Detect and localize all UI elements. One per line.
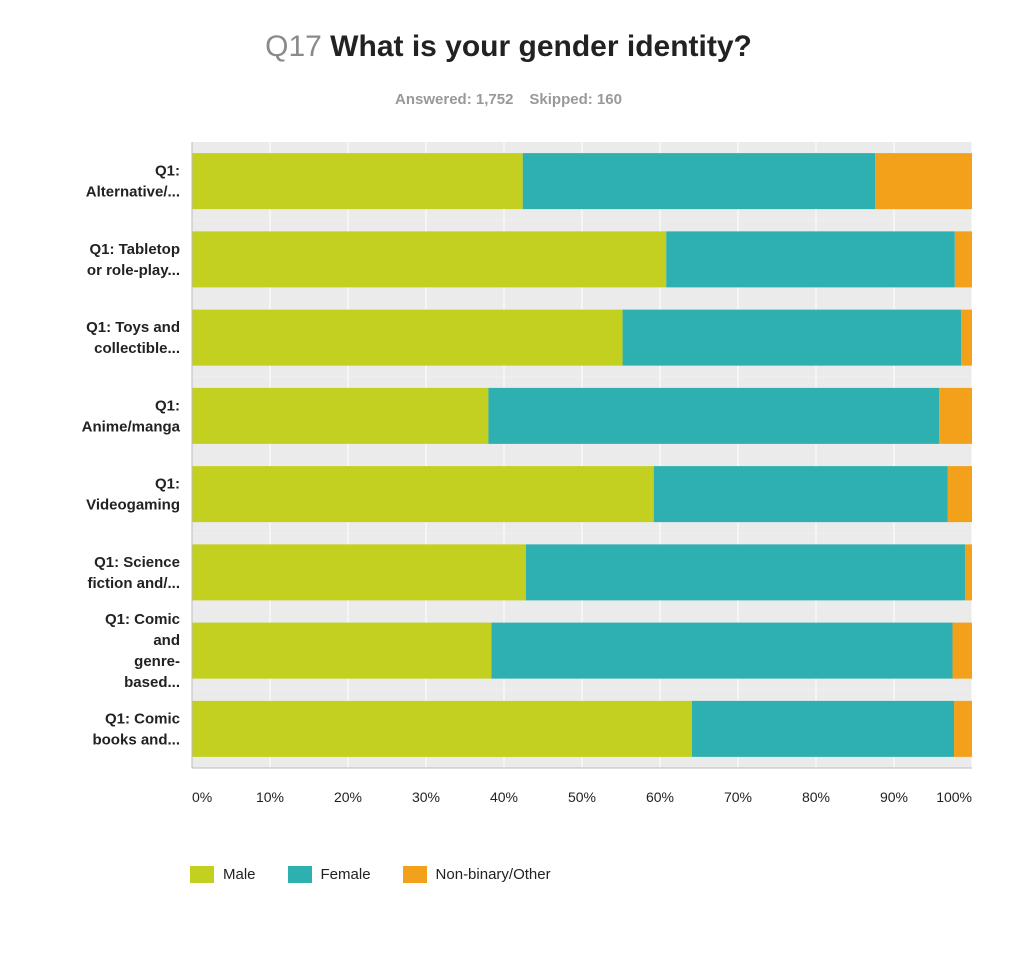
bar-female bbox=[666, 231, 955, 288]
bar-male bbox=[192, 153, 523, 210]
bar-male bbox=[192, 387, 489, 444]
legend-item[interactable]: Male bbox=[190, 866, 256, 883]
legend-label: Female bbox=[320, 866, 371, 883]
category-labels: Q1: Alternative/... Q1: Tabletop or role-pl… bbox=[82, 163, 181, 749]
category-label-line: or role-play... bbox=[87, 262, 180, 279]
category-label-line: Anime/manga bbox=[82, 418, 181, 435]
x-tick-label: 80% bbox=[802, 789, 830, 805]
category-label-line: Q1: Science bbox=[94, 554, 180, 571]
bars bbox=[192, 153, 972, 757]
bar-female bbox=[653, 466, 948, 523]
bar-female bbox=[491, 622, 953, 679]
bar-female bbox=[525, 544, 965, 601]
bar-male bbox=[192, 231, 667, 288]
legend-label: Male bbox=[223, 866, 256, 883]
category-label: Q1: Anime/manga bbox=[82, 397, 181, 435]
legend-item[interactable]: Non-binary/Other bbox=[402, 866, 551, 883]
answered-count: Answered: 1,752 bbox=[395, 91, 514, 108]
category-label-line: Q1: Toys and bbox=[86, 319, 180, 336]
legend-swatch bbox=[287, 866, 312, 883]
category-label: Q1: Comic and genre-based... bbox=[105, 611, 180, 691]
bar-non-binary-other bbox=[961, 309, 972, 366]
x-tick-label: 0% bbox=[192, 789, 212, 805]
category-label-line: Q1: bbox=[155, 397, 180, 414]
skipped-count: Skipped: 160 bbox=[529, 91, 622, 108]
category-label-line: Q1: bbox=[155, 163, 180, 180]
legend-swatch bbox=[402, 866, 427, 883]
x-tick-label: 20% bbox=[334, 789, 362, 805]
x-tick-label: 70% bbox=[724, 789, 752, 805]
bar-non-binary-other bbox=[947, 466, 972, 523]
category-label-line: fiction and/... bbox=[88, 575, 181, 592]
response-stats: Answered: 1,752 Skipped: 160 bbox=[0, 91, 1017, 108]
x-tick-label: 100% bbox=[936, 789, 972, 805]
category-label-line: Q1: Comic bbox=[105, 611, 180, 628]
category-label: Q1: Toys and collectible... bbox=[86, 319, 180, 357]
bar-male bbox=[192, 544, 526, 601]
bar-non-binary-other bbox=[952, 622, 972, 679]
x-tick-label: 10% bbox=[256, 789, 284, 805]
category-label-line: Q1: bbox=[155, 476, 180, 493]
legend-label: Non-binary/Other bbox=[435, 866, 551, 883]
bar-male bbox=[192, 466, 654, 523]
legend-swatch bbox=[190, 866, 214, 883]
category-label: Q1: Alternative/... bbox=[86, 163, 180, 201]
category-label: Q1: Comic books and... bbox=[92, 710, 180, 748]
bar-female bbox=[522, 153, 876, 210]
x-tick-label: 60% bbox=[646, 789, 674, 805]
x-tick-label: 40% bbox=[490, 789, 518, 805]
bar-non-binary-other bbox=[875, 153, 972, 210]
category-label: Q1: Science fiction and/... bbox=[88, 554, 181, 592]
bar-male bbox=[192, 622, 492, 679]
bar-female bbox=[691, 700, 955, 757]
category-label: Q1: Videogaming bbox=[86, 476, 180, 514]
legend-item[interactable]: Female bbox=[287, 866, 371, 883]
bar-non-binary-other bbox=[964, 544, 972, 601]
category-label-line: Videogaming bbox=[86, 497, 180, 514]
x-tick-label: 50% bbox=[568, 789, 596, 805]
category-label-line: Q1: Comic bbox=[105, 710, 180, 727]
category-label-line: based... bbox=[124, 674, 180, 691]
bar-non-binary-other bbox=[939, 387, 972, 444]
x-tick-label: 30% bbox=[412, 789, 440, 805]
legend: Male Female Non-binary/Other bbox=[190, 866, 583, 883]
category-label-line: Alternative/... bbox=[86, 184, 180, 201]
bar-female bbox=[488, 387, 940, 444]
category-label-line: and bbox=[153, 632, 180, 649]
bar-male bbox=[192, 700, 692, 757]
category-label-line: books and... bbox=[92, 731, 180, 748]
chart-title: Q17 What is your gender identity? bbox=[0, 30, 1017, 64]
question-number: Q17 bbox=[265, 30, 322, 63]
x-tick-labels: 0% 10% 20% 30% 40% 50% 60% 70% 80% 90% 100% bbox=[192, 789, 972, 805]
bar-non-binary-other bbox=[954, 231, 972, 288]
category-label-line: Q1: Tabletop bbox=[89, 241, 180, 258]
bar-male bbox=[192, 309, 623, 366]
question-text: What is your gender identity? bbox=[330, 30, 752, 63]
category-label-line: collectible... bbox=[94, 340, 180, 357]
bar-non-binary-other bbox=[954, 700, 972, 757]
x-tick-label: 90% bbox=[880, 789, 908, 805]
axes bbox=[191, 142, 972, 769]
category-label-line: genre- bbox=[134, 653, 180, 670]
bar-female bbox=[622, 309, 962, 366]
category-label: Q1: Tabletop or role-play... bbox=[87, 241, 180, 279]
